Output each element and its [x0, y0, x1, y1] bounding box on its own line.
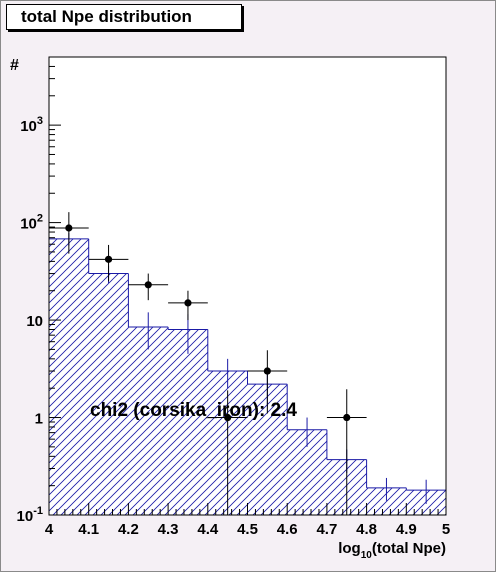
x-tick-label: 4.1	[78, 521, 99, 538]
data-point	[343, 413, 351, 422]
x-tick-label: 4.4	[197, 521, 219, 538]
chart-title: total Npe distribution	[6, 4, 242, 30]
data-point	[263, 367, 271, 375]
data-point	[144, 281, 152, 289]
data-point	[104, 255, 113, 263]
y-tick-label: 102	[20, 213, 43, 233]
y-axis-label: #	[10, 57, 19, 74]
y-tick-label: 103	[20, 115, 43, 135]
x-tick-label: 4	[45, 521, 54, 538]
y-tick-label: 1	[35, 411, 43, 428]
y-tick-label: 10	[26, 313, 43, 330]
data-point	[65, 224, 73, 232]
x-tick-label: 4.3	[158, 521, 179, 538]
x-tick-label: 4.5	[237, 521, 258, 538]
x-axis-label: log10(total Npe)	[338, 540, 446, 561]
data-points	[49, 212, 367, 515]
x-tick-label: 4.7	[316, 521, 337, 538]
chi2-annotation: chi2 (corsika_iron): 2.4	[90, 400, 297, 421]
x-tick-label: 4.6	[277, 521, 298, 538]
labels: 4 4.1 4.2 4.3 4.4 4.5 4.6 4.7 4.8 4.9 5 10-1 1 10 102 1…	[10, 57, 450, 561]
y-tick-label: 10-1	[17, 505, 43, 525]
x-tick-label: 5	[442, 521, 450, 538]
data-point	[184, 299, 192, 307]
x-tick-label: 4.8	[356, 521, 377, 538]
x-tick-label: 4.9	[396, 521, 417, 538]
axes	[48, 56, 447, 516]
x-tick-label: 4.2	[118, 521, 139, 538]
data-point	[224, 413, 232, 422]
